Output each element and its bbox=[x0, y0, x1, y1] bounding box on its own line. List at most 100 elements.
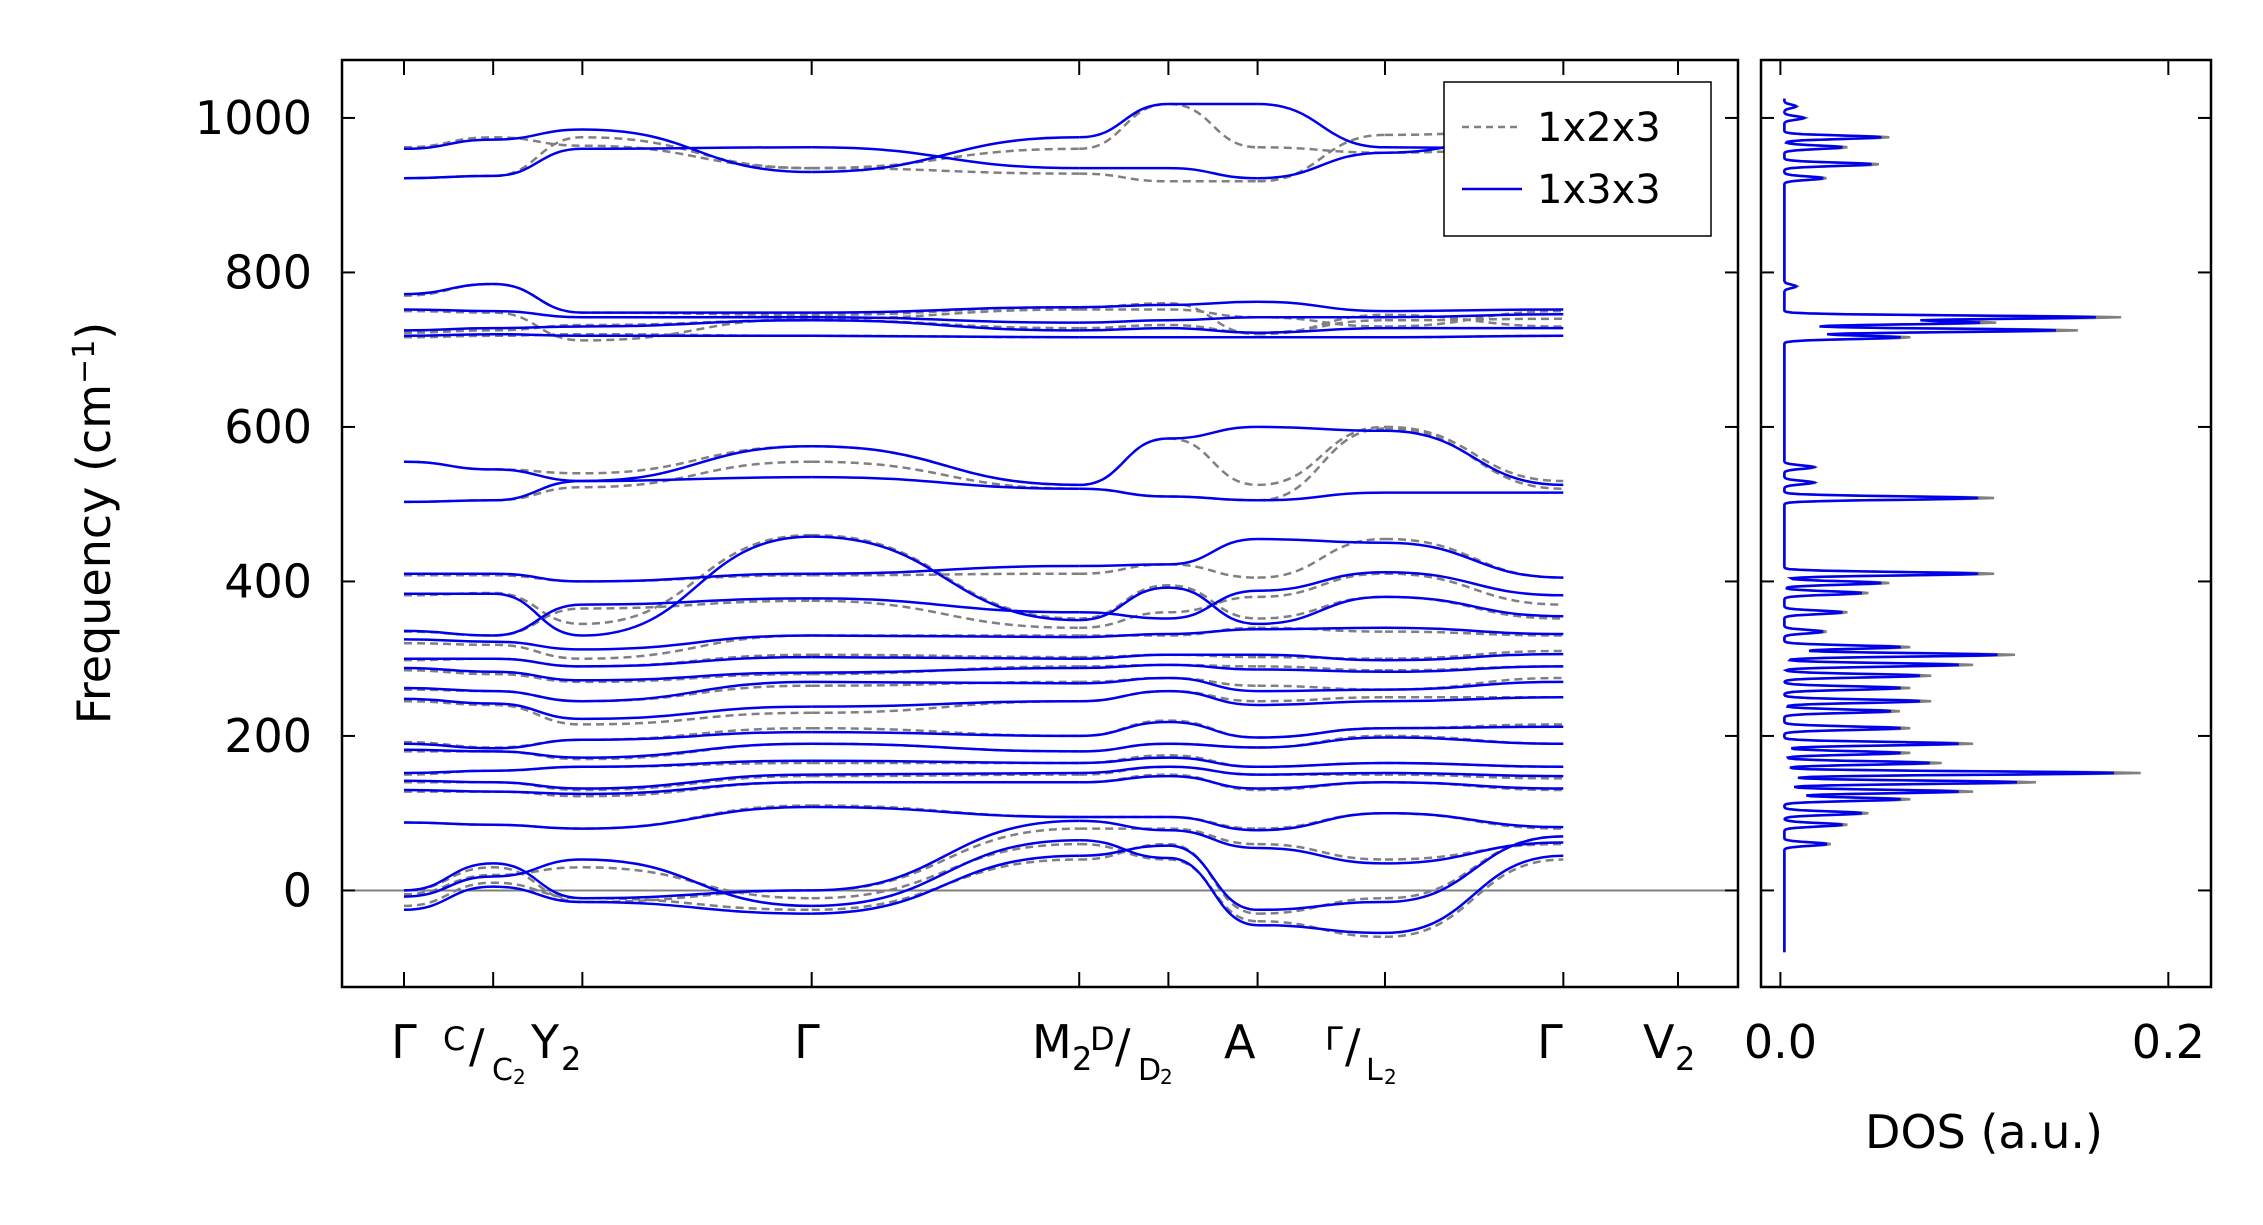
band-line bbox=[811, 655, 1080, 660]
y-tick-label: 800 bbox=[224, 245, 312, 299]
band-line bbox=[811, 533, 1080, 620]
band-line bbox=[1384, 771, 1564, 778]
band-line bbox=[1384, 425, 1564, 483]
band-line bbox=[404, 774, 812, 792]
x-label-c-slash: / bbox=[469, 1019, 485, 1073]
band-line bbox=[1079, 827, 1258, 846]
band-line bbox=[1384, 835, 1564, 904]
band-line bbox=[1079, 537, 1258, 568]
band-line bbox=[1257, 626, 1386, 633]
y-tick-label: 200 bbox=[224, 709, 312, 763]
x-label-c-sup: C bbox=[443, 1020, 465, 1058]
band-line bbox=[1079, 838, 1258, 927]
band-line bbox=[403, 866, 812, 900]
band-line bbox=[811, 771, 1080, 776]
band-line bbox=[1079, 653, 1258, 660]
dos-panel: 0.0 0.2 DOS (a.u.) bbox=[1744, 58, 2213, 1159]
band-line bbox=[1384, 773, 1564, 780]
band-line bbox=[403, 136, 812, 180]
x-label-c-sub2: 2 bbox=[513, 1065, 526, 1089]
x-label-a: A bbox=[1224, 1015, 1256, 1069]
band-line bbox=[811, 564, 1080, 575]
x-label-v2: V 2 bbox=[1643, 1015, 1695, 1078]
band-line bbox=[1257, 688, 1386, 693]
band-structure-panel: 0 200 400 600 800 1000 Frequency (cm−1) … bbox=[67, 58, 2211, 1089]
band-line bbox=[1384, 858, 1564, 939]
band-line bbox=[1384, 680, 1564, 691]
band-line bbox=[403, 761, 812, 776]
band-line bbox=[1384, 676, 1564, 691]
band-line bbox=[811, 445, 1080, 487]
y-tick-label: 0 bbox=[283, 863, 312, 917]
dos-ticks bbox=[1779, 60, 2170, 987]
band-line bbox=[403, 128, 812, 174]
band-line bbox=[1257, 900, 1386, 912]
band-line bbox=[811, 166, 1080, 175]
y-tick-label: 400 bbox=[224, 554, 312, 608]
band-line bbox=[403, 773, 812, 790]
band-line bbox=[1384, 312, 1564, 319]
band-line bbox=[1257, 537, 1386, 579]
band-line bbox=[1384, 595, 1564, 618]
band-line bbox=[403, 308, 812, 319]
x-label-y-sub: 2 bbox=[561, 1040, 581, 1078]
band-line bbox=[403, 572, 812, 583]
band-line bbox=[1079, 720, 1258, 739]
band-line bbox=[1384, 761, 1564, 769]
band-line bbox=[1384, 334, 1564, 339]
band-line bbox=[811, 742, 1080, 753]
band-line bbox=[1384, 841, 1564, 865]
band-line bbox=[403, 634, 812, 660]
x-label-d-sub2: 2 bbox=[1160, 1065, 1173, 1089]
band-line bbox=[1257, 761, 1386, 769]
x-label-c-c2-y2: C / C 2 Y 2 bbox=[443, 1015, 581, 1089]
y-axis-label-main: Frequency (cm bbox=[67, 384, 121, 724]
dos-axes-frame bbox=[1759, 58, 2213, 989]
band-line bbox=[811, 599, 1080, 630]
band-line bbox=[1079, 315, 1258, 324]
band-line bbox=[1257, 668, 1386, 674]
series-1x3x3-bands bbox=[403, 102, 1564, 935]
band-line bbox=[811, 827, 1080, 892]
x-label-v-sub: 2 bbox=[1675, 1040, 1695, 1078]
band-line bbox=[1257, 842, 1386, 861]
band-line bbox=[403, 634, 812, 651]
band-line bbox=[1384, 572, 1564, 606]
band-line bbox=[1384, 537, 1564, 579]
band-line bbox=[1079, 689, 1258, 707]
band-line bbox=[811, 315, 1080, 324]
band-line bbox=[1384, 309, 1564, 328]
band-line bbox=[403, 759, 812, 775]
x-label-y: Y bbox=[530, 1015, 560, 1069]
band-line bbox=[1079, 166, 1258, 180]
band-line bbox=[1257, 896, 1386, 915]
band-line bbox=[1257, 595, 1386, 620]
band-line bbox=[811, 730, 1080, 738]
band-line bbox=[811, 634, 1080, 639]
band-line bbox=[811, 319, 1080, 332]
band-line bbox=[1079, 628, 1258, 639]
x-label-gamma-start: Γ bbox=[391, 1015, 417, 1069]
band-line bbox=[811, 838, 1080, 908]
band-line bbox=[1384, 854, 1564, 935]
band-line bbox=[1384, 665, 1564, 674]
band-line bbox=[1384, 308, 1564, 313]
band-line bbox=[403, 282, 812, 314]
band-line bbox=[1257, 653, 1386, 662]
band-line bbox=[1384, 811, 1564, 829]
band-line bbox=[1257, 781, 1386, 790]
band-line bbox=[1257, 570, 1386, 592]
band-line bbox=[1079, 774, 1258, 790]
dos-x-tick-label: 0.2 bbox=[2132, 1015, 2205, 1069]
band-line bbox=[403, 862, 812, 900]
band-y-tick-labels: 0 200 400 600 800 1000 bbox=[195, 91, 312, 918]
x-label-gl-sub: L bbox=[1366, 1053, 1383, 1088]
band-line bbox=[1079, 326, 1258, 334]
band-axes-frame bbox=[340, 58, 1740, 989]
band-line bbox=[811, 305, 1080, 314]
band-line bbox=[404, 535, 812, 637]
band-line bbox=[1257, 491, 1386, 502]
band-line bbox=[403, 730, 812, 750]
legend-box bbox=[1443, 81, 1712, 237]
